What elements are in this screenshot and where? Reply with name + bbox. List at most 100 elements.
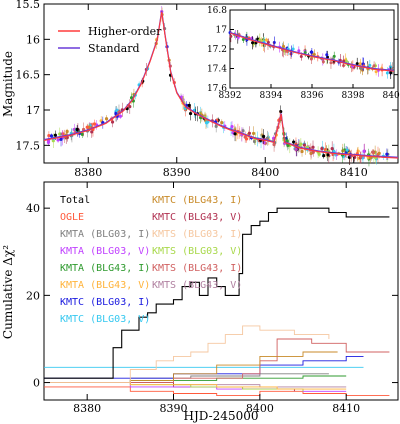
inset-data-point [258, 38, 262, 42]
top-y-tick-label: 16.5 [16, 69, 41, 82]
inset-data-point [297, 49, 301, 53]
bottom-x-tick-label: 8410 [332, 402, 360, 415]
data-point [285, 139, 289, 143]
inset-data-point [389, 71, 393, 75]
inset-x-tick-label: 8398 [342, 91, 365, 101]
inset-data-point [321, 60, 325, 64]
legend-entry-left: KMTC (BLG03, I) [60, 297, 150, 308]
data-point [80, 132, 84, 136]
inset-y-tick-label: 17.6 [207, 84, 227, 94]
inset-x-tick-label: 8392 [219, 91, 242, 101]
data-point [330, 146, 334, 151]
data-point [299, 142, 303, 146]
series-line-total [44, 207, 390, 379]
inset-higher-order-line [229, 32, 395, 72]
inset-data-point [251, 41, 255, 45]
data-point [59, 137, 63, 141]
data-point [371, 150, 375, 154]
model-curves [43, 10, 399, 159]
inset-data-point [372, 64, 376, 68]
data-point [85, 125, 89, 129]
top-plot-frame [43, 3, 399, 164]
series-line-kmts-blg03-i [44, 325, 330, 384]
inset-x-tick-label: 8400 [383, 91, 400, 101]
series-line-kmta-blg43-v [44, 382, 347, 390]
top-y-tick-label: 17 [26, 104, 40, 117]
inset-data-point [289, 52, 293, 56]
data-point [251, 131, 256, 136]
inset-model-curves [229, 31, 395, 72]
data-point [92, 122, 97, 126]
data-point [230, 124, 234, 129]
data-point [47, 134, 51, 138]
bottom-axis-ticks: 8380 8390 8400 8410 0 20 40 [26, 182, 398, 415]
data-point [118, 114, 123, 118]
legend-entry-left: KMTA (BLG03, V) [60, 246, 150, 257]
inset-axis-ticks: 8392 8394 8396 8398 8400 16.8 17 17.2 17.4 17.6 [207, 6, 400, 101]
data-point [247, 131, 252, 135]
top-y-tick-label: 16 [26, 33, 40, 46]
top-y-tick-label: 15.5 [16, 0, 41, 11]
inset-data-point [266, 40, 270, 44]
data-point [279, 109, 283, 114]
bottom-x-tick-label: 8380 [73, 402, 101, 415]
data-point [241, 129, 245, 133]
series-line-kmts-blg43-i [44, 338, 390, 384]
data-point [53, 133, 57, 137]
legend-entry-right: KMTC (BLG43, I) [152, 195, 242, 206]
data-point [292, 140, 296, 144]
inset-data-point [309, 50, 313, 54]
data-point [114, 111, 118, 115]
inset-data-point [325, 53, 329, 57]
top-x-tick-label: 8380 [74, 166, 102, 179]
inset-y-tick-label: 17.4 [207, 65, 227, 75]
top-y-axis-label: Magnitude [1, 51, 15, 117]
data-point [244, 137, 249, 141]
legend-standard-label: Standard [88, 42, 140, 55]
legend-entry-left: KMTA (BLG43, I) [60, 263, 150, 274]
bottom-x-axis-label: HJD-245000 [184, 409, 259, 423]
data-point [56, 138, 60, 142]
inset-data-point [309, 57, 313, 61]
bottom-y-tick-label: 20 [26, 289, 40, 302]
inset-data-point [312, 52, 316, 56]
light-curve-panel: 8380 8390 8400 8410 15.5 16 16.5 17 17.5 Magnitu… [1, 0, 400, 179]
bottom-x-tick-label: 8400 [246, 402, 274, 415]
data-point [262, 141, 266, 145]
data-point [104, 117, 109, 121]
legend-entry-left: KMTA (BLG03, I) [60, 229, 150, 240]
data-point [187, 103, 191, 107]
series-line-kmta-blg43-i [44, 375, 347, 384]
inset-data-point [355, 62, 359, 66]
inset-x-tick-label: 8396 [301, 91, 324, 101]
inset-data-point [229, 34, 233, 38]
bottom-y-tick-label: 0 [33, 377, 40, 390]
inset-data-point [368, 63, 372, 67]
top-legend: Higher-order Standard [58, 25, 162, 55]
data-point [188, 111, 193, 116]
legend-entry-right: KMTC (BLG43, V) [152, 212, 242, 223]
data-point [261, 134, 266, 139]
inset-data-point [241, 38, 245, 42]
data-point [214, 124, 218, 128]
cumulative-chi2-panel: 8380 8390 8400 8410 0 20 40 Cumulative Δχ² HJD… [1, 181, 399, 423]
legend-entry-right: KMTS (BLG03, V) [152, 246, 242, 257]
inset-data-point [385, 71, 389, 75]
data-point [302, 143, 306, 147]
data-point [300, 149, 304, 154]
data-point [49, 134, 54, 138]
inset-y-tick-label: 17 [216, 26, 228, 36]
legend-entry-right: KMTS (BLG03, I) [152, 229, 242, 240]
legend-entry-left: KMTA (BLG43, V) [60, 280, 150, 291]
data-point [220, 121, 224, 125]
data-point [58, 132, 62, 136]
top-x-tick-label: 8410 [340, 166, 368, 179]
data-point [233, 132, 237, 136]
data-point [320, 147, 324, 151]
inset-standard-line [229, 31, 395, 72]
top-axis-ticks: 8380 8390 8400 8410 15.5 16 16.5 17 17.5 [16, 0, 398, 179]
inset-data-point [264, 38, 268, 42]
data-point [362, 149, 366, 153]
